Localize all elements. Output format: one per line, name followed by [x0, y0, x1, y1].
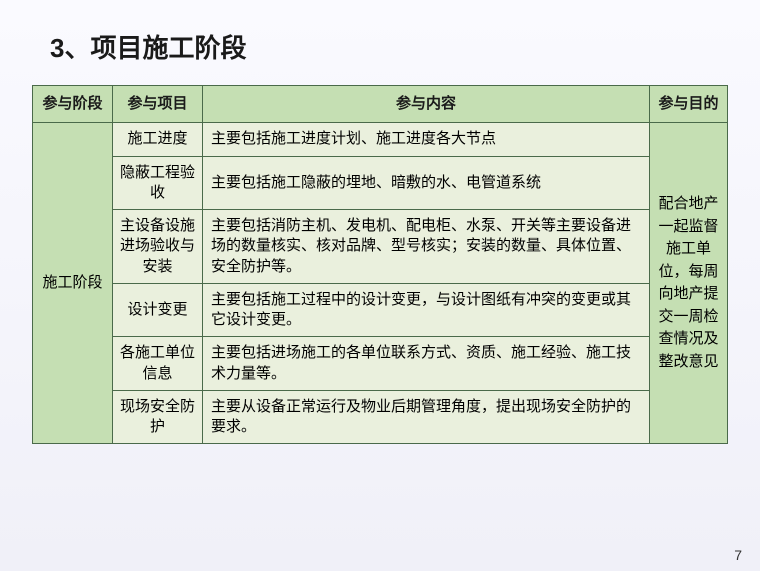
item-cell: 现场安全防护: [113, 390, 203, 444]
item-cell: 设计变更: [113, 283, 203, 337]
table-row: 设计变更 主要包括施工过程中的设计变更，与设计图纸有冲突的变更或其它设计变更。: [33, 283, 728, 337]
header-item: 参与项目: [113, 86, 203, 123]
item-cell: 隐蔽工程验收: [113, 156, 203, 210]
slide-container: 3、项目施工阶段 参与阶段 参与项目 参与内容 参与目的 施工阶段 施工进度 主…: [0, 0, 760, 571]
table-row: 各施工单位信息 主要包括进场施工的各单位联系方式、资质、施工经验、施工技术力量等…: [33, 337, 728, 391]
content-table: 参与阶段 参与项目 参与内容 参与目的 施工阶段 施工进度 主要包括施工进度计划…: [32, 85, 728, 444]
content-cell: 主要包括施工隐蔽的埋地、暗敷的水、电管道系统: [203, 156, 650, 210]
item-cell: 各施工单位信息: [113, 337, 203, 391]
content-cell: 主要包括施工进度计划、施工进度各大节点: [203, 123, 650, 156]
content-cell: 主要包括进场施工的各单位联系方式、资质、施工经验、施工技术力量等。: [203, 337, 650, 391]
table-row: 现场安全防护 主要从设备正常运行及物业后期管理角度，提出现场安全防护的要求。: [33, 390, 728, 444]
item-cell: 主设备设施进场验收与安装: [113, 210, 203, 284]
page-number: 7: [734, 547, 742, 563]
table-row: 隐蔽工程验收 主要包括施工隐蔽的埋地、暗敷的水、电管道系统: [33, 156, 728, 210]
table-row: 施工阶段 施工进度 主要包括施工进度计划、施工进度各大节点 配合地产一起监督施工…: [33, 123, 728, 156]
item-cell: 施工进度: [113, 123, 203, 156]
content-cell: 主要包括施工过程中的设计变更，与设计图纸有冲突的变更或其它设计变更。: [203, 283, 650, 337]
header-stage: 参与阶段: [33, 86, 113, 123]
table-header-row: 参与阶段 参与项目 参与内容 参与目的: [33, 86, 728, 123]
table-row: 主设备设施进场验收与安装 主要包括消防主机、发电机、配电柜、水泵、开关等主要设备…: [33, 210, 728, 284]
content-cell: 主要从设备正常运行及物业后期管理角度，提出现场安全防护的要求。: [203, 390, 650, 444]
purpose-cell: 配合地产一起监督施工单位，每周向地产提交一周检查情况及整改意见: [650, 123, 728, 444]
header-content: 参与内容: [203, 86, 650, 123]
header-purpose: 参与目的: [650, 86, 728, 123]
stage-cell: 施工阶段: [33, 123, 113, 444]
content-cell: 主要包括消防主机、发电机、配电柜、水泵、开关等主要设备进场的数量核实、核对品牌、…: [203, 210, 650, 284]
slide-title: 3、项目施工阶段: [50, 28, 728, 65]
